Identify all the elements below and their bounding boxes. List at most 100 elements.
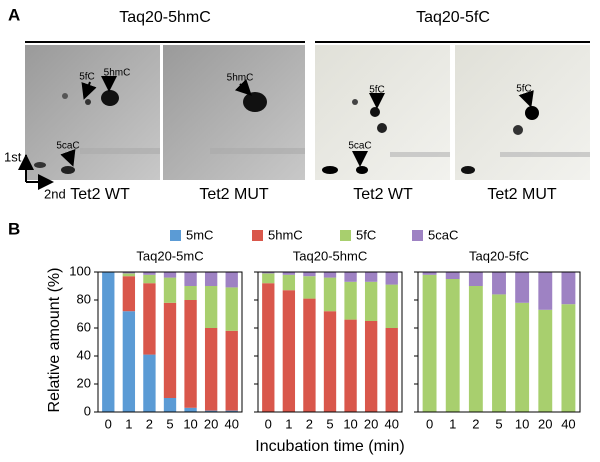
- bar-segment: [561, 272, 576, 305]
- bar-segment: [184, 407, 197, 412]
- bar-segment: [184, 300, 197, 408]
- lane-label: Tet2 WT: [353, 186, 413, 203]
- axis-first: 1st: [4, 149, 22, 164]
- bar-segment: [385, 328, 398, 412]
- x-tick-label: 0: [426, 416, 433, 431]
- legend-label: 5caC: [428, 227, 458, 242]
- bar-segment: [122, 272, 136, 274]
- x-tick-label: 40: [224, 416, 238, 431]
- bar-segment: [225, 272, 238, 288]
- lane-label: Tet2 MUT: [487, 186, 557, 203]
- y-tick-label: 0: [84, 403, 91, 418]
- x-tick-label: 1: [125, 416, 132, 431]
- bar-segment: [515, 302, 530, 412]
- x-tick-label: 20: [364, 416, 378, 431]
- bar-segment: [364, 321, 378, 412]
- group-title: Taq20-5fC: [416, 9, 490, 26]
- spot-label: 5fC: [369, 85, 385, 96]
- spot-label: 5caC: [348, 141, 371, 152]
- group-title: Taq20-5hmC: [119, 9, 211, 26]
- bar-segment: [468, 286, 483, 412]
- bar-segment: [364, 272, 378, 282]
- lane-label: Tet2 WT: [70, 186, 130, 203]
- plot-frame: [257, 271, 403, 413]
- spot-label: 5hmC: [104, 68, 131, 79]
- tlc-images: [25, 45, 590, 180]
- axis-second: 2nd: [44, 186, 66, 201]
- bar-segment: [422, 272, 437, 275]
- bar-segment: [468, 272, 483, 286]
- plot-frame: [97, 271, 243, 413]
- x-tick-label: 40: [561, 416, 575, 431]
- bar-segment: [323, 311, 337, 412]
- bar-segment: [445, 279, 460, 412]
- bar-segment: [492, 272, 506, 295]
- x-tick-label: 5: [326, 416, 333, 431]
- bar-segment: [538, 309, 553, 412]
- bar-segment: [323, 277, 337, 312]
- bar-segment: [385, 284, 398, 328]
- legend-swatch: [412, 230, 423, 241]
- spot-label: 5caC: [56, 141, 79, 152]
- legend-label: 5mC: [186, 227, 213, 242]
- x-tick-label: 10: [183, 416, 197, 431]
- x-tick-label: 0: [265, 416, 272, 431]
- bar-segment: [344, 272, 357, 282]
- chart-title: Taq20-5fC: [469, 248, 529, 263]
- y-axis-label: Relative amount (%): [46, 268, 63, 413]
- bar-segment: [492, 294, 506, 412]
- bar-segment: [303, 276, 316, 299]
- x-axis-label: Incubation time (min): [255, 438, 404, 455]
- x-tick-label: 1: [449, 416, 456, 431]
- bar-segment: [143, 274, 156, 284]
- bar-segment: [538, 272, 553, 310]
- spot-label: 5fC: [516, 84, 532, 95]
- spot-label: 5hmC: [227, 73, 254, 84]
- bar-segment: [323, 272, 337, 278]
- plot-frame: [417, 271, 581, 413]
- bar-segment: [184, 286, 197, 300]
- x-tick-label: 10: [515, 416, 529, 431]
- lane-label: Tet2 MUT: [199, 186, 269, 203]
- legend-swatch: [252, 230, 263, 241]
- x-tick-label: 2: [306, 416, 313, 431]
- bar-segment: [303, 298, 316, 412]
- panel-label: A: [8, 5, 20, 24]
- bar-segment: [102, 272, 115, 412]
- panel-label: B: [8, 219, 20, 238]
- x-tick-label: 0: [105, 416, 112, 431]
- y-tick-label: 100: [69, 263, 91, 278]
- chart-title: Taq20-5hmC: [293, 248, 367, 263]
- bar-segment: [262, 272, 275, 274]
- bar-segment: [184, 272, 197, 286]
- x-tick-label: 2: [146, 416, 153, 431]
- bar-segment: [385, 272, 398, 285]
- y-tick-label: 60: [77, 319, 91, 334]
- bar-segment: [225, 330, 238, 411]
- spot-label: 5fC: [79, 72, 95, 83]
- bar-segment: [262, 283, 275, 412]
- bar-segment: [163, 302, 177, 398]
- y-tick-label: 80: [77, 291, 91, 306]
- bar-segment: [122, 311, 136, 412]
- y-tick-label: 20: [77, 375, 91, 390]
- legend-swatch: [340, 230, 351, 241]
- legend-swatch: [170, 230, 181, 241]
- legend-label: 5hmC: [268, 227, 303, 242]
- bar-segment: [303, 272, 316, 277]
- bar-segment: [163, 277, 177, 303]
- x-tick-label: 10: [343, 416, 357, 431]
- x-tick-label: 5: [166, 416, 173, 431]
- bar-segment: [225, 410, 238, 412]
- bar-segment: [143, 272, 156, 275]
- bar-segment: [344, 281, 357, 320]
- chart-title: Taq20-5mC: [136, 248, 203, 263]
- bar-segment: [204, 286, 218, 328]
- bar-segment: [163, 398, 177, 412]
- bar-segment: [344, 319, 357, 412]
- x-tick-label: 40: [384, 416, 398, 431]
- bar-segment: [561, 304, 576, 412]
- bar-segment: [282, 290, 296, 412]
- bar-segment: [143, 283, 156, 355]
